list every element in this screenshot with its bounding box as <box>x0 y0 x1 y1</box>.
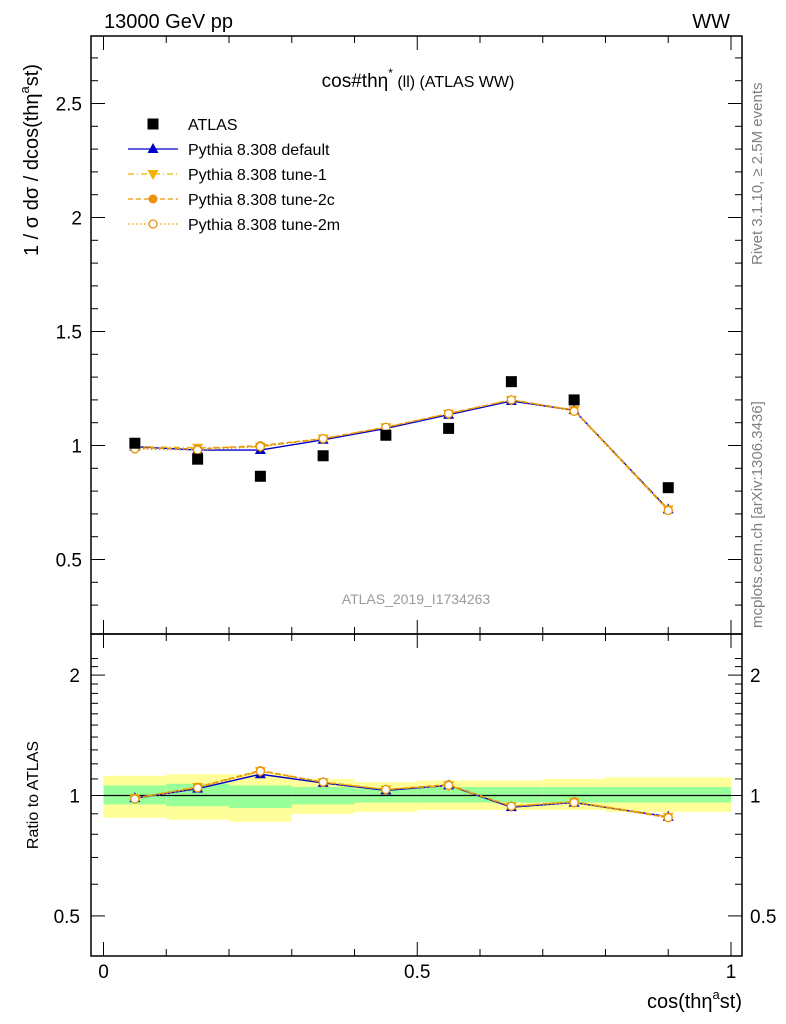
ratio-point-pythia-8-308-tune-2m <box>443 780 454 791</box>
y-axis-label-rest: st) <box>21 64 43 86</box>
series-point-pythia-8-308-tune-2m <box>569 406 579 416</box>
series-point-pythia-8-308-tune-2m <box>255 441 266 452</box>
plot-title-sup: * <box>388 66 393 80</box>
ratio-point-pythia-8-308-tune-2m <box>255 766 266 776</box>
ratio-line-pythia-8-308-tune-2c <box>134 769 669 819</box>
ratio-y-tick-label-right: 0.5 <box>750 907 776 928</box>
y-tick-label: 1.5 <box>56 323 82 344</box>
ratio-y-tick-label-right: 2 <box>750 666 761 687</box>
legend-marker-pythia-8-308-tune-1 <box>147 170 159 180</box>
plot-title-main: cos#thη <box>322 71 389 92</box>
ratio-point-pythia-8-308-tune-2m <box>569 797 579 808</box>
ratio-point-pythia-8-308-tune-2m <box>663 813 673 823</box>
data-point-atlas <box>129 437 141 449</box>
ratio-y-tick-label: 0.5 <box>54 907 80 928</box>
ratio-point-pythia-8-308-tune-2m <box>506 801 517 811</box>
ratio-point-pythia-8-308-tune-2m <box>381 784 391 795</box>
x-axis-label-rest: st) <box>720 991 742 1013</box>
ratio-point-pythia-8-308-tune-2m <box>130 794 140 804</box>
series-line-pythia-8-308-tune-2m <box>134 399 669 511</box>
ratio-y-tick-label-right: 1 <box>750 787 761 808</box>
data-point-atlas <box>443 422 455 434</box>
series-line-pythia-8-308-tune-2c <box>134 399 669 511</box>
legend-label-pythia-8-308-tune-1: Pythia 8.308 tune-1 <box>188 167 327 184</box>
data-point-atlas <box>317 450 329 462</box>
header-left-label: 13000 GeV pp <box>104 11 233 33</box>
ratio-panel <box>90 633 743 957</box>
y-axis-label: 1 / σ dσ / dcos(thηast) <box>17 64 43 256</box>
uncertainty-band-inner <box>542 787 606 803</box>
data-point-atlas <box>254 470 266 482</box>
x-tick-label: 0.5 <box>404 962 430 983</box>
legend-label-pythia-8-308-default: Pythia 8.308 default <box>188 142 330 159</box>
data-point-atlas <box>662 482 674 494</box>
legend-label-atlas: ATLAS <box>188 117 238 134</box>
x-axis-label-main: cos(thη <box>647 991 713 1013</box>
y-axis-label-sup: a <box>17 85 32 93</box>
plot-title: cos#thη* (ll) (ATLAS WW) <box>322 66 515 92</box>
series-point-pythia-8-308-tune-2m <box>443 408 454 419</box>
legend-marker-pythia-8-308-default <box>147 143 159 153</box>
y-tick-label: 2.5 <box>56 95 82 116</box>
ratio-y-tick-label: 2 <box>69 666 80 687</box>
x-axis-label-sup: a <box>713 987 721 1002</box>
data-point-atlas <box>192 453 204 465</box>
ratio-line-pythia-8-308-tune-2m <box>134 770 669 819</box>
data-point-atlas <box>380 429 392 441</box>
data-point-atlas <box>568 394 580 406</box>
ratio-y-tick-label: 1 <box>69 787 80 808</box>
data-point-atlas <box>505 376 517 388</box>
legend-marker-pythia-8-308-tune-2m <box>148 219 158 229</box>
ratio-point-pythia-8-308-tune-2m <box>192 783 203 793</box>
ratio-point-pythia-8-308-tune-2m <box>318 777 328 787</box>
legend-marker-pythia-8-308-tune-2c <box>148 194 158 204</box>
series-point-pythia-8-308-tune-2m <box>663 505 673 516</box>
series-point-pythia-8-308-tune-2m <box>506 395 517 405</box>
series-line-pythia-8-308-tune-1 <box>134 399 669 510</box>
series-point-pythia-8-308-tune-2m <box>318 434 328 444</box>
legend-label-pythia-8-308-tune-2m: Pythia 8.308 tune-2m <box>188 217 340 234</box>
legend-label-pythia-8-308-tune-2c: Pythia 8.308 tune-2c <box>188 192 335 209</box>
mcplots-label: mcplots.cern.ch [arXiv:1306.3436] <box>749 401 766 628</box>
series-point-pythia-8-308-tune-2m <box>192 445 203 455</box>
uncertainty-band-inner <box>605 787 731 803</box>
analysis-watermark: ATLAS_2019_I1734263 <box>342 591 491 607</box>
series-line-pythia-8-308-default <box>134 400 669 510</box>
plot-title-rest: (ll) (ATLAS WW) <box>393 74 514 91</box>
uncertainty-band-inner <box>229 785 292 809</box>
y-tick-label: 0.5 <box>56 551 82 572</box>
header-right-label: WW <box>692 11 730 33</box>
legend: ATLAS Pythia 8.308 default Pythia 8.308 tu… <box>128 117 340 234</box>
x-tick-label: 0 <box>98 962 109 983</box>
x-tick-label: 1 <box>726 962 737 983</box>
legend-marker-atlas <box>147 118 159 130</box>
ratio-y-axis-label: Ratio to ATLAS <box>25 741 42 849</box>
rivet-label: Rivet 3.1.10, ≥ 2.5M events <box>749 83 766 266</box>
y-tick-label: 2 <box>71 209 82 230</box>
uncertainty-band-inner <box>480 787 543 803</box>
y-tick-label: 1 <box>71 437 82 458</box>
y-axis-label-main: 1 / σ dσ / dcos(thη <box>21 93 43 256</box>
x-axis-label: cos(thηast) <box>647 987 742 1013</box>
